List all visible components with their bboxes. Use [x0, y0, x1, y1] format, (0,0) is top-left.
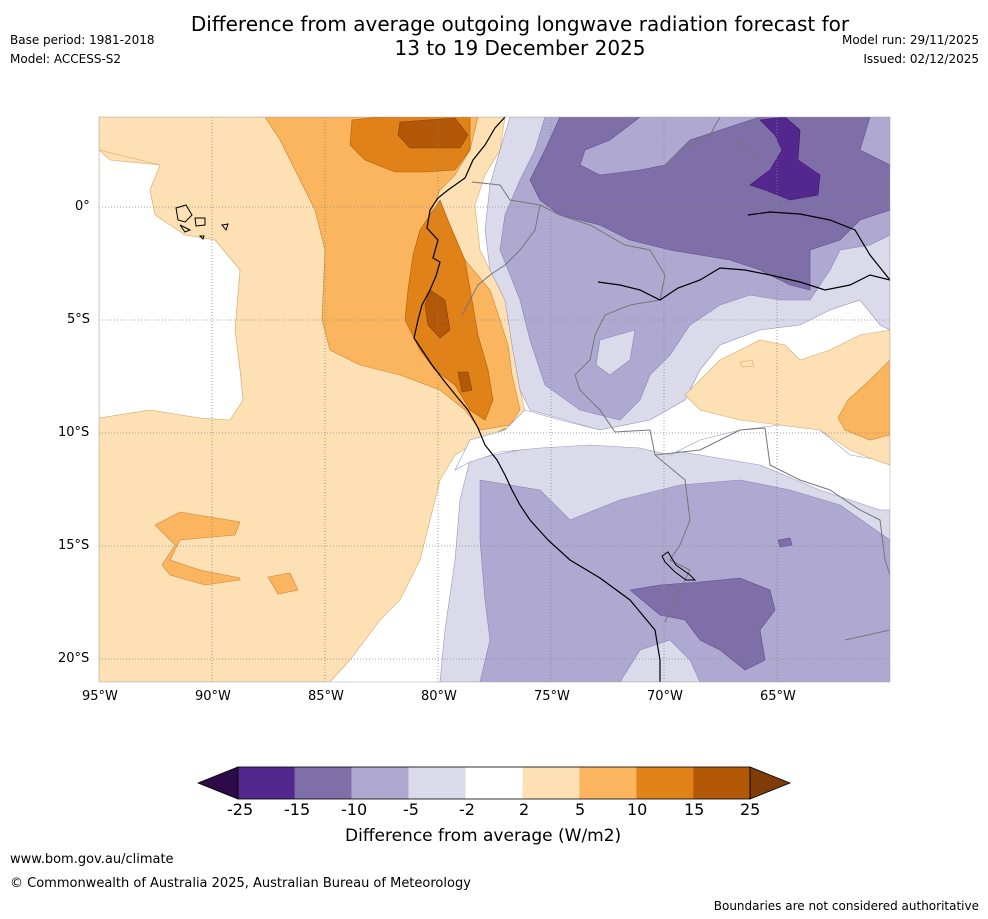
cb-tick-2: 2 [519, 800, 530, 819]
contour-negative-max [749, 117, 821, 201]
colorbar-segment [351, 767, 409, 799]
lon-label-85w: 85°W [308, 689, 344, 704]
contour-negative-strong-dot1 [777, 537, 793, 548]
country-border-ecuador [461, 181, 541, 316]
base-period-label: Base period: 1981-2018 [10, 33, 155, 47]
lon-label-75w: 75°W [534, 689, 570, 704]
lat-label-5s: 5°S [67, 312, 91, 327]
colorbar-frame [237, 766, 751, 800]
colorbar-segment [693, 767, 750, 799]
cb-tick--15: -15 [284, 800, 311, 819]
colorbar-segment [294, 767, 352, 799]
lat-label-10s: 10°S [58, 425, 90, 440]
model-label: Model: ACCESS-S2 [10, 52, 122, 66]
galapagos-islands [175, 204, 229, 240]
lon-label-70w: 70°W [647, 689, 683, 704]
contour-neutral-west [99, 149, 244, 421]
contour-positive-east [684, 329, 890, 466]
colorbar-segment [636, 767, 694, 799]
contour-neutral-hole [595, 329, 636, 376]
colorbar-extend-low [196, 766, 239, 800]
cb-tick-5: 5 [575, 800, 586, 819]
country-border-bolivia [654, 427, 890, 623]
contour-negative-strong-south [629, 577, 776, 671]
colorbar-extend-high [749, 766, 792, 800]
coastline [413, 117, 661, 682]
contour-positive-max-coast [424, 289, 451, 339]
titicaca-lake [661, 551, 697, 581]
colorbar-segment [408, 767, 466, 799]
contour-negative-strong [529, 117, 890, 291]
lat-label-15s: 15°S [58, 538, 90, 553]
map-title: Difference from average outgoing longwav… [0, 12, 988, 60]
contour-positive-max-small [457, 371, 473, 393]
colorbar-segment [238, 767, 295, 799]
boundary-disclaimer: Boundaries are not considered authoritat… [713, 899, 979, 913]
cb-tick-10: 10 [627, 800, 648, 819]
contour-positive-strong-coast [404, 199, 494, 421]
country-border-north [664, 117, 890, 641]
lon-label-95w: 95°W [82, 689, 118, 704]
model-run-label: Model run: 29/11/2025 [841, 33, 979, 47]
cb-tick-25: 25 [740, 800, 761, 819]
contour-positive-patch-small [267, 572, 299, 595]
contour-neutral-center [454, 299, 890, 471]
copyright-notice: © Commonwealth of Australia 2025, Austra… [10, 876, 471, 891]
map-frame [98, 116, 891, 683]
colorbar-segment [522, 767, 580, 799]
lon-label-80w: 80°W [421, 689, 457, 704]
issued-label: Issued: 02/12/2025 [863, 52, 979, 66]
contour-positive-max [397, 117, 469, 149]
colorbar-segment [465, 767, 523, 799]
colorbar-title: Difference from average (W/m2) [345, 826, 622, 846]
contour-positive-patch-sw [154, 511, 241, 586]
graticule [99, 117, 890, 682]
map-title-line2: 13 to 19 December 2025 [394, 36, 646, 60]
website-link[interactable]: www.bom.gov.au/climate [10, 852, 174, 867]
boundaries [175, 117, 890, 682]
cb-tick--25: -25 [227, 800, 254, 819]
contour-positive-east-dot [739, 359, 755, 368]
map-title-line1: Difference from average outgoing longwav… [190, 12, 850, 36]
lon-label-65w: 65°W [760, 689, 796, 704]
lon-label-90w: 90°W [195, 689, 231, 704]
cb-tick--5: -5 [403, 800, 419, 819]
lat-label-20s: 20°S [58, 651, 90, 666]
country-border-brazil-peru [574, 299, 766, 456]
cb-tick--2: -2 [459, 800, 475, 819]
colorbar-segment [579, 767, 637, 799]
amazon-river [597, 211, 890, 301]
country-border-colombia [539, 204, 666, 301]
lat-label-0: 0° [75, 199, 90, 214]
contour-positive-east-mid [837, 359, 890, 441]
cb-tick--10: -10 [341, 800, 368, 819]
map-field [99, 117, 890, 682]
cb-tick-15: 15 [684, 800, 705, 819]
